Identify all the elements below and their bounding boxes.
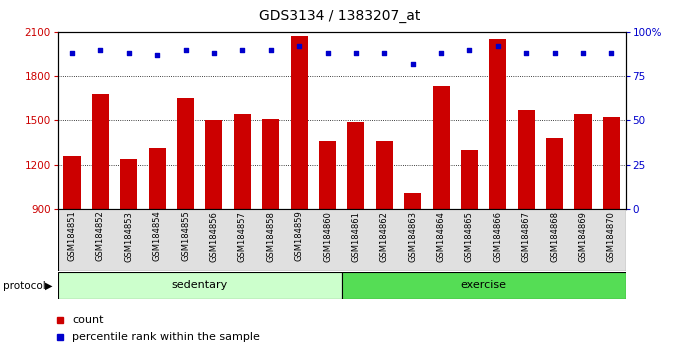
Text: GSM184864: GSM184864 [437,211,445,262]
Bar [63,156,80,209]
Text: GDS3134 / 1383207_at: GDS3134 / 1383207_at [259,9,421,23]
Point [123,50,134,56]
Bar [376,141,393,209]
Point [407,61,418,67]
Point [209,50,220,56]
Text: GSM184854: GSM184854 [153,211,162,262]
Point [521,50,532,56]
Point [322,50,333,56]
Bar [341,272,626,299]
Point [95,47,106,52]
Bar [347,122,364,209]
Bar [490,39,507,209]
Point [152,52,163,58]
Point [237,47,248,52]
Text: GSM184858: GSM184858 [267,211,275,262]
Bar [205,120,222,209]
Text: GSM184861: GSM184861 [352,211,360,262]
Point [379,50,390,56]
Point [294,43,305,49]
Bar [58,272,341,299]
Text: GSM184863: GSM184863 [408,211,417,262]
Bar [290,36,307,209]
Bar [546,138,563,209]
Text: GSM184867: GSM184867 [522,211,530,262]
Text: GSM184862: GSM184862 [380,211,389,262]
Bar [149,148,166,209]
Text: GSM184855: GSM184855 [181,211,190,262]
Bar [432,86,449,209]
Point [350,50,361,56]
Point [549,50,560,56]
Text: GSM184856: GSM184856 [209,211,218,262]
Bar [234,114,251,209]
Text: sedentary: sedentary [171,280,228,290]
Point [606,50,617,56]
Text: GSM184868: GSM184868 [550,211,559,262]
Text: GSM184851: GSM184851 [67,211,76,262]
Text: GSM184859: GSM184859 [294,211,303,262]
Text: percentile rank within the sample: percentile rank within the sample [72,332,260,342]
Text: GSM184860: GSM184860 [323,211,332,262]
Bar [58,209,626,271]
Point [265,47,276,52]
Bar [262,119,279,209]
Bar [177,98,194,209]
Text: GSM184857: GSM184857 [238,211,247,262]
Text: GSM184866: GSM184866 [494,211,503,262]
Text: count: count [72,315,103,325]
Point [464,47,475,52]
Bar [319,141,336,209]
Text: GSM184853: GSM184853 [124,211,133,262]
Text: protocol: protocol [3,281,46,291]
Text: exercise: exercise [460,280,507,290]
Text: GSM184865: GSM184865 [465,211,474,262]
Point [180,47,191,52]
Bar [575,114,592,209]
Text: GSM184870: GSM184870 [607,211,616,262]
Point [577,50,588,56]
Bar [517,110,534,209]
Bar [92,94,109,209]
Point [436,50,447,56]
Point [67,50,78,56]
Bar [404,193,421,209]
Point [492,43,503,49]
Bar [603,118,620,209]
Text: GSM184852: GSM184852 [96,211,105,262]
Bar [461,150,478,209]
Text: ▶: ▶ [45,281,53,291]
Text: GSM184869: GSM184869 [579,211,588,262]
Bar [120,159,137,209]
